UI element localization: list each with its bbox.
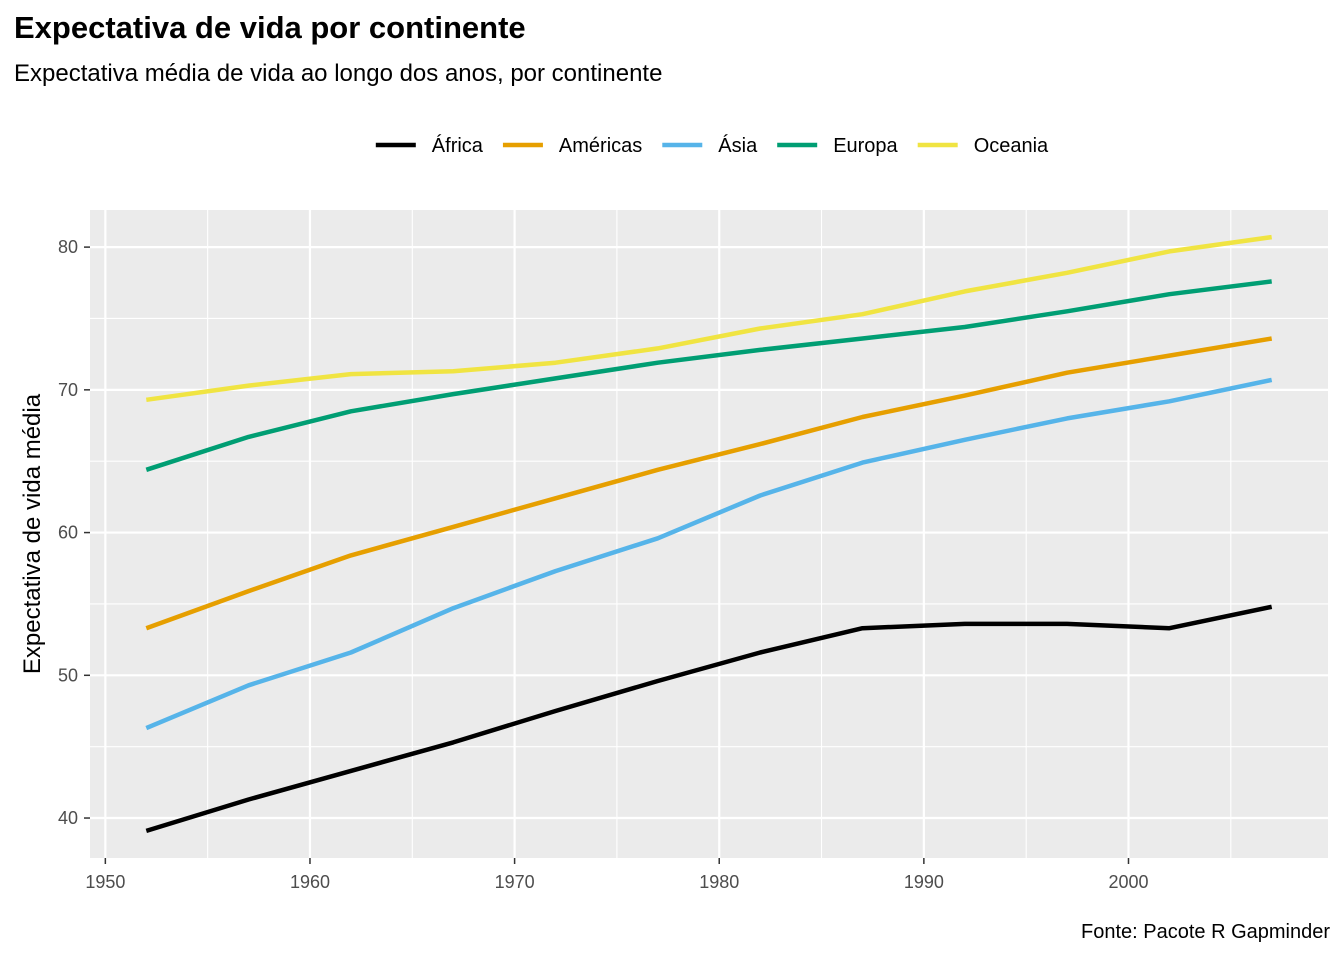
legend-label: Américas (559, 135, 642, 157)
legend: África Américas Ásia Europa Oceania (375, 134, 1049, 157)
x-tick-label: 1960 (290, 872, 330, 892)
minor-gridlines (90, 210, 1328, 858)
legend-label: Europa (833, 135, 898, 157)
y-tick-label: 70 (58, 380, 78, 400)
series-line-0 (145, 604, 1273, 834)
chart-subtitle: Expectativa média de vida ao longo dos a… (14, 60, 663, 87)
x-tick-label: 1990 (904, 872, 944, 892)
x-tick-label: 1950 (85, 872, 125, 892)
major-gridlines (90, 210, 1328, 858)
series-line-1 (145, 336, 1273, 631)
series-line-3 (145, 279, 1272, 472)
y-tick-label: 80 (58, 237, 78, 257)
y-tick-label: 40 (58, 808, 78, 828)
series-line-4 (145, 234, 1273, 403)
x-axis: 1950 1960 1970 1980 1990 2000 (85, 858, 1149, 892)
y-tick-label: 50 (58, 665, 78, 685)
series-lines (145, 234, 1273, 834)
chart-title: Expectativa de vida por continente (14, 10, 526, 45)
legend-label: África (432, 134, 484, 157)
y-axis: 40 50 60 70 80 (58, 237, 90, 828)
x-tick-label: 2000 (1108, 872, 1148, 892)
legend-label: Oceania (974, 135, 1049, 157)
legend-label: Ásia (718, 134, 758, 157)
chart-caption: Fonte: Pacote R Gapminder (1080, 921, 1330, 943)
y-tick-label: 60 (58, 523, 78, 543)
x-tick-label: 1970 (495, 872, 535, 892)
series-line-2 (145, 377, 1273, 731)
plot-panel (90, 210, 1328, 858)
y-axis-title: Expectativa de vida média (19, 393, 46, 674)
x-tick-label: 1980 (699, 872, 739, 892)
